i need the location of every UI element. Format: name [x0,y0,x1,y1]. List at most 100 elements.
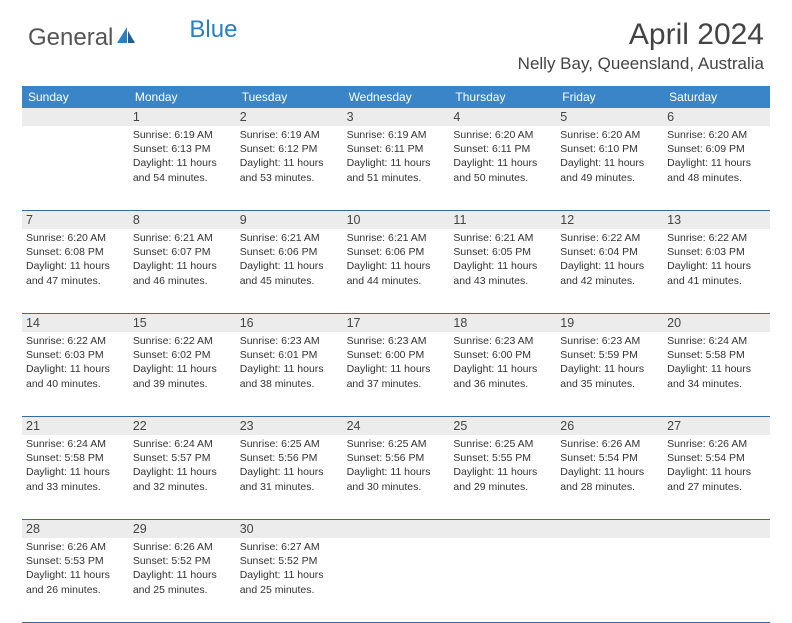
day-number [22,108,129,126]
day-details: Sunrise: 6:21 AMSunset: 6:07 PMDaylight:… [133,231,232,288]
day-details: Sunrise: 6:20 AMSunset: 6:10 PMDaylight:… [560,128,659,185]
day-details: Sunrise: 6:23 AMSunset: 6:01 PMDaylight:… [240,334,339,391]
day-cell [449,538,556,622]
day-cell: Sunrise: 6:23 AMSunset: 6:01 PMDaylight:… [236,332,343,416]
weekday-header-row: Sunday Monday Tuesday Wednesday Thursday… [22,86,770,108]
day-number: 26 [556,417,663,435]
day-details: Sunrise: 6:27 AMSunset: 5:52 PMDaylight:… [240,540,339,597]
day-cell [556,538,663,622]
day-details: Sunrise: 6:20 AMSunset: 6:09 PMDaylight:… [667,128,766,185]
day-number: 27 [663,417,770,435]
day-details: Sunrise: 6:19 AMSunset: 6:11 PMDaylight:… [347,128,446,185]
week-row: Sunrise: 6:22 AMSunset: 6:03 PMDaylight:… [22,332,770,417]
day-cell: Sunrise: 6:26 AMSunset: 5:54 PMDaylight:… [663,435,770,519]
day-cell: Sunrise: 6:21 AMSunset: 6:06 PMDaylight:… [343,229,450,313]
day-details: Sunrise: 6:26 AMSunset: 5:53 PMDaylight:… [26,540,125,597]
weekday-header: Saturday [663,86,770,108]
day-number: 2 [236,108,343,126]
week-row: Sunrise: 6:26 AMSunset: 5:53 PMDaylight:… [22,538,770,623]
logo-word2: Blue [189,16,237,44]
day-cell: Sunrise: 6:21 AMSunset: 6:06 PMDaylight:… [236,229,343,313]
day-details: Sunrise: 6:26 AMSunset: 5:52 PMDaylight:… [133,540,232,597]
day-number: 30 [236,520,343,538]
day-cell: Sunrise: 6:22 AMSunset: 6:04 PMDaylight:… [556,229,663,313]
day-details: Sunrise: 6:25 AMSunset: 5:56 PMDaylight:… [347,437,446,494]
day-details: Sunrise: 6:21 AMSunset: 6:06 PMDaylight:… [347,231,446,288]
day-cell: Sunrise: 6:25 AMSunset: 5:56 PMDaylight:… [343,435,450,519]
day-details: Sunrise: 6:22 AMSunset: 6:02 PMDaylight:… [133,334,232,391]
day-details: Sunrise: 6:23 AMSunset: 6:00 PMDaylight:… [453,334,552,391]
day-number: 7 [22,211,129,229]
day-cell: Sunrise: 6:21 AMSunset: 6:05 PMDaylight:… [449,229,556,313]
day-cell [343,538,450,622]
logo-sail-icon [115,25,137,52]
day-details: Sunrise: 6:22 AMSunset: 6:04 PMDaylight:… [560,231,659,288]
day-details: Sunrise: 6:24 AMSunset: 5:57 PMDaylight:… [133,437,232,494]
day-number-band: 78910111213 [22,211,770,229]
day-details: Sunrise: 6:23 AMSunset: 5:59 PMDaylight:… [560,334,659,391]
day-number: 5 [556,108,663,126]
week-row: Sunrise: 6:19 AMSunset: 6:13 PMDaylight:… [22,126,770,211]
day-details: Sunrise: 6:19 AMSunset: 6:12 PMDaylight:… [240,128,339,185]
weekday-header: Friday [556,86,663,108]
day-number: 23 [236,417,343,435]
day-number: 9 [236,211,343,229]
day-details: Sunrise: 6:22 AMSunset: 6:03 PMDaylight:… [667,231,766,288]
day-number: 22 [129,417,236,435]
weeks-grid: 123456Sunrise: 6:19 AMSunset: 6:13 PMDay… [22,108,770,623]
day-details: Sunrise: 6:24 AMSunset: 5:58 PMDaylight:… [667,334,766,391]
day-number: 18 [449,314,556,332]
calendar: Sunday Monday Tuesday Wednesday Thursday… [22,86,770,623]
day-number: 14 [22,314,129,332]
day-number [556,520,663,538]
day-cell: Sunrise: 6:19 AMSunset: 6:13 PMDaylight:… [129,126,236,210]
day-number: 15 [129,314,236,332]
day-number: 24 [343,417,450,435]
header: General Blue April 2024 Nelly Bay, Queen… [0,0,792,78]
day-details: Sunrise: 6:20 AMSunset: 6:08 PMDaylight:… [26,231,125,288]
day-details: Sunrise: 6:25 AMSunset: 5:55 PMDaylight:… [453,437,552,494]
day-number: 17 [343,314,450,332]
day-cell: Sunrise: 6:24 AMSunset: 5:58 PMDaylight:… [663,332,770,416]
day-details: Sunrise: 6:21 AMSunset: 6:06 PMDaylight:… [240,231,339,288]
day-details: Sunrise: 6:25 AMSunset: 5:56 PMDaylight:… [240,437,339,494]
day-cell: Sunrise: 6:23 AMSunset: 6:00 PMDaylight:… [343,332,450,416]
day-details: Sunrise: 6:23 AMSunset: 6:00 PMDaylight:… [347,334,446,391]
day-cell: Sunrise: 6:22 AMSunset: 6:03 PMDaylight:… [22,332,129,416]
day-number [663,520,770,538]
day-cell: Sunrise: 6:25 AMSunset: 5:56 PMDaylight:… [236,435,343,519]
day-number: 21 [22,417,129,435]
logo: General Blue [28,18,237,52]
day-cell: Sunrise: 6:21 AMSunset: 6:07 PMDaylight:… [129,229,236,313]
day-cell: Sunrise: 6:22 AMSunset: 6:03 PMDaylight:… [663,229,770,313]
day-number [449,520,556,538]
day-number-band: 14151617181920 [22,314,770,332]
day-details: Sunrise: 6:24 AMSunset: 5:58 PMDaylight:… [26,437,125,494]
day-cell: Sunrise: 6:23 AMSunset: 5:59 PMDaylight:… [556,332,663,416]
day-cell: Sunrise: 6:20 AMSunset: 6:10 PMDaylight:… [556,126,663,210]
day-cell: Sunrise: 6:24 AMSunset: 5:57 PMDaylight:… [129,435,236,519]
day-details: Sunrise: 6:22 AMSunset: 6:03 PMDaylight:… [26,334,125,391]
weekday-header: Sunday [22,86,129,108]
day-details: Sunrise: 6:26 AMSunset: 5:54 PMDaylight:… [667,437,766,494]
day-cell [663,538,770,622]
day-number: 20 [663,314,770,332]
day-number-band: 123456 [22,108,770,126]
weekday-header: Wednesday [343,86,450,108]
day-number: 1 [129,108,236,126]
day-number: 25 [449,417,556,435]
week-row: Sunrise: 6:20 AMSunset: 6:08 PMDaylight:… [22,229,770,314]
day-number: 29 [129,520,236,538]
day-details: Sunrise: 6:19 AMSunset: 6:13 PMDaylight:… [133,128,232,185]
day-cell: Sunrise: 6:27 AMSunset: 5:52 PMDaylight:… [236,538,343,622]
day-number: 6 [663,108,770,126]
logo-word1: General [28,24,113,52]
day-number: 4 [449,108,556,126]
day-details: Sunrise: 6:20 AMSunset: 6:11 PMDaylight:… [453,128,552,185]
day-number: 10 [343,211,450,229]
day-number: 8 [129,211,236,229]
day-cell [22,126,129,210]
day-number: 28 [22,520,129,538]
day-details: Sunrise: 6:26 AMSunset: 5:54 PMDaylight:… [560,437,659,494]
day-number-band: 21222324252627 [22,417,770,435]
